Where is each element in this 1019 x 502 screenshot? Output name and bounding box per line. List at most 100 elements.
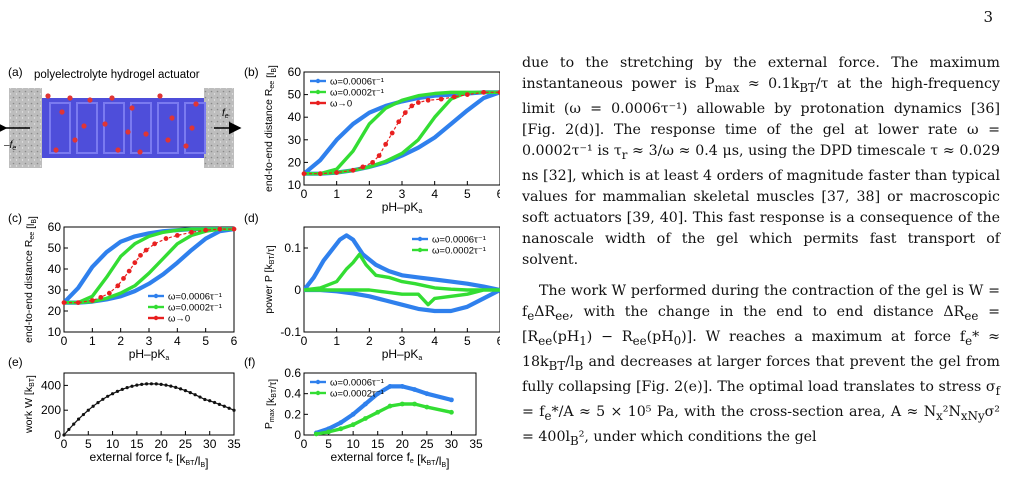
data-point	[334, 170, 340, 175]
left-force-sub: e	[12, 145, 16, 152]
left-force-text: –f	[3, 140, 14, 151]
ion	[189, 125, 195, 131]
data-point	[61, 300, 67, 305]
data-point	[96, 401, 100, 405]
data-point	[110, 392, 115, 396]
data-point	[375, 409, 381, 415]
x-tick-label: 0	[61, 334, 68, 348]
chart-f: 0 5 10 15 20 25 30 35 0 0.2 0.4 0.6 external force f…	[263, 366, 483, 470]
ion	[129, 105, 135, 111]
x-tick-label: 30	[203, 437, 217, 451]
x-tick-label: 4	[174, 334, 181, 348]
data-point	[383, 141, 389, 147]
legend-marker	[417, 247, 423, 253]
data-point	[144, 382, 149, 386]
ion	[67, 95, 73, 101]
x-tick-label: 2	[366, 334, 373, 348]
y-tick-label: 0	[294, 283, 301, 297]
data-point	[363, 416, 368, 421]
x-tick-label: 4	[431, 187, 438, 201]
series-line-d-0	[304, 233, 500, 314]
data-point	[217, 226, 223, 232]
x-tick-label: 10	[346, 437, 360, 451]
data-point	[387, 403, 393, 409]
data-point	[317, 171, 323, 177]
legend-entry: ω=0.0006τ⁻¹	[432, 235, 486, 246]
y-axis-label: end-to-end distance Ree [lB]	[263, 65, 279, 192]
ion	[72, 137, 78, 143]
data-point	[125, 386, 129, 390]
legend-entry: ω→0	[168, 314, 190, 325]
data-point	[76, 417, 81, 421]
legend-entry: ω=0.0002τ⁻¹	[168, 303, 222, 314]
data-point	[174, 385, 178, 389]
data-point	[387, 384, 393, 389]
data-point	[135, 383, 139, 387]
y-tick-label: 0	[54, 428, 61, 442]
x-tick-label: 5	[464, 334, 471, 348]
series-line-b-1	[304, 90, 500, 176]
ion	[125, 129, 131, 135]
data-point	[138, 252, 143, 258]
x-tick-label: 15	[371, 437, 385, 451]
data-point	[149, 382, 154, 386]
x-axis-label: external force fe [kBT/lB]	[90, 450, 209, 470]
data-point	[208, 399, 212, 403]
data-point	[212, 400, 217, 405]
ion	[81, 123, 87, 129]
data-point	[140, 382, 144, 387]
y-tick-label: 10	[288, 178, 302, 192]
x-tick-label: 2	[117, 334, 124, 348]
x-tick-label: 5	[202, 334, 209, 348]
y-tick-label: -0.1	[280, 325, 301, 339]
right-force-label: fe	[222, 108, 229, 120]
ion	[183, 143, 189, 149]
legend-marker	[417, 236, 423, 242]
legend-entry: ω=0.0006τ⁻¹	[168, 292, 222, 303]
x-tick-label: 6	[231, 334, 238, 348]
y-tick-label: 20	[48, 304, 62, 318]
x-tick-label: 3	[399, 334, 406, 348]
x-tick-label: 25	[420, 437, 434, 451]
data-point	[399, 401, 405, 407]
y-tick-label: 0.2	[284, 407, 301, 421]
x-tick-label: 30	[445, 437, 459, 451]
data-point	[98, 294, 104, 300]
data-point	[481, 89, 487, 95]
data-point	[159, 382, 163, 387]
data-point	[183, 389, 188, 393]
ion	[59, 109, 65, 115]
ion	[109, 95, 115, 101]
x-tick-label: 15	[130, 437, 144, 451]
x-tick-label: 0	[301, 187, 308, 201]
x-tick-label: 5	[464, 187, 471, 201]
data-point	[188, 390, 192, 395]
legend-marker	[315, 390, 321, 396]
y-tick-label: 50	[48, 241, 62, 255]
x-tick-label: 0	[61, 437, 68, 451]
x-tick-label: 35	[227, 437, 241, 451]
chart-c: 0 1 2 3 4 5 6 10 20 30 40 50 60 pH–pKa end-to-end dist…	[23, 216, 238, 362]
y-tick-label: 0.4	[284, 387, 301, 401]
x-tick-label: 20	[154, 437, 168, 451]
ion	[169, 115, 175, 121]
x-tick-label: 5	[85, 437, 92, 451]
data-point	[375, 391, 381, 397]
y-tick-label: 20	[288, 155, 302, 169]
panel-a: (a) polyelectrolyte hydrogel actuator –f…	[0, 65, 242, 168]
x-tick-label: 25	[179, 437, 193, 451]
data-point	[464, 92, 470, 97]
data-point	[86, 408, 90, 412]
page-number: 3	[983, 8, 993, 26]
x-tick-label: 1	[333, 334, 340, 348]
y-axis-label: Pmax [kBT/τ]	[263, 379, 279, 429]
panel-a-title: polyelectrolyte hydrogel actuator	[34, 69, 200, 81]
figure-canvas: (a) polyelectrolyte hydrogel actuator –f…	[0, 65, 500, 470]
data-point	[174, 233, 180, 238]
data-point	[126, 268, 132, 274]
ion	[143, 131, 149, 137]
x-tick-label: 3	[399, 187, 406, 201]
data-point	[412, 387, 417, 392]
data-point	[363, 401, 368, 407]
legend-marker	[153, 315, 159, 321]
